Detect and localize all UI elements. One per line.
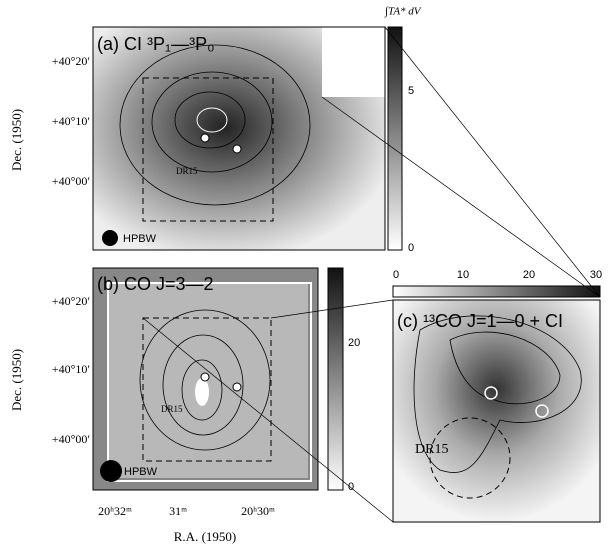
source-label: DR15 <box>161 404 183 414</box>
ra-tick: 31ᵐ <box>169 504 187 518</box>
ra-tick: 20ʰ32ᵐ <box>98 504 132 518</box>
dec-label: Dec. (1950) <box>9 349 24 411</box>
colorbar <box>388 27 402 250</box>
beam <box>102 230 118 246</box>
marker <box>233 145 241 153</box>
colorbar-tick: 0 <box>393 269 399 281</box>
contour <box>195 378 209 406</box>
colorbar-tick: 5 <box>408 85 414 97</box>
dec-tick: +40°20′ <box>52 54 91 68</box>
blank <box>322 27 385 97</box>
marker <box>233 383 241 391</box>
beam <box>100 460 122 482</box>
connector <box>385 27 600 297</box>
dec-tick: +40°00′ <box>52 174 91 188</box>
dec-tick: +40°20′ <box>52 294 91 308</box>
dec-tick: +40°00′ <box>52 432 91 446</box>
panel-c: DR15 (c) ¹³CO J=1—0 + CI 0 10 20 30 <box>393 269 602 522</box>
map <box>393 300 600 522</box>
figure: HPBW DR15 (a) CI ³P₁—³P₀ 5 0 ∫TA* dV +40… <box>0 0 609 549</box>
panel-label: (b) CO J=3—2 <box>97 274 214 294</box>
panel-label: (c) ¹³CO J=1—0 + CI <box>397 311 563 331</box>
source-label: DR15 <box>415 442 448 457</box>
colorbar-tick: 30 <box>590 269 602 281</box>
source-label: DR15 <box>176 166 198 176</box>
colorbar-tick: 20 <box>523 269 535 281</box>
dec-label: Dec. (1950) <box>9 109 24 171</box>
map <box>108 283 308 478</box>
colorbar-tick: 0 <box>348 481 354 493</box>
dec-tick: +40°10′ <box>52 362 91 376</box>
beam-label: HPBW <box>124 466 158 478</box>
ra-tick: 20ʰ30ᵐ <box>241 504 275 518</box>
marker <box>201 134 209 142</box>
dec-tick: +40°10′ <box>52 114 91 128</box>
panel-b: HPBW DR15 (b) CO J=3—2 20 0 +40°20′ +40°… <box>9 268 360 493</box>
colorbar <box>393 286 600 297</box>
colorbar-label: ∫TA* dV <box>384 6 422 18</box>
panel-a: HPBW DR15 (a) CI ³P₁—³P₀ 5 0 ∫TA* dV +40… <box>9 6 422 254</box>
ra-label: R.A. (1950) <box>174 529 236 544</box>
panel-label: (a) CI ³P₁—³P₀ <box>97 34 215 54</box>
colorbar <box>328 268 343 490</box>
colorbar-tick: 10 <box>457 269 469 281</box>
colorbar-tick: 0 <box>408 242 414 254</box>
beam-label: HPBW <box>123 233 157 245</box>
colorbar-tick: 20 <box>348 337 360 349</box>
marker <box>201 373 209 381</box>
